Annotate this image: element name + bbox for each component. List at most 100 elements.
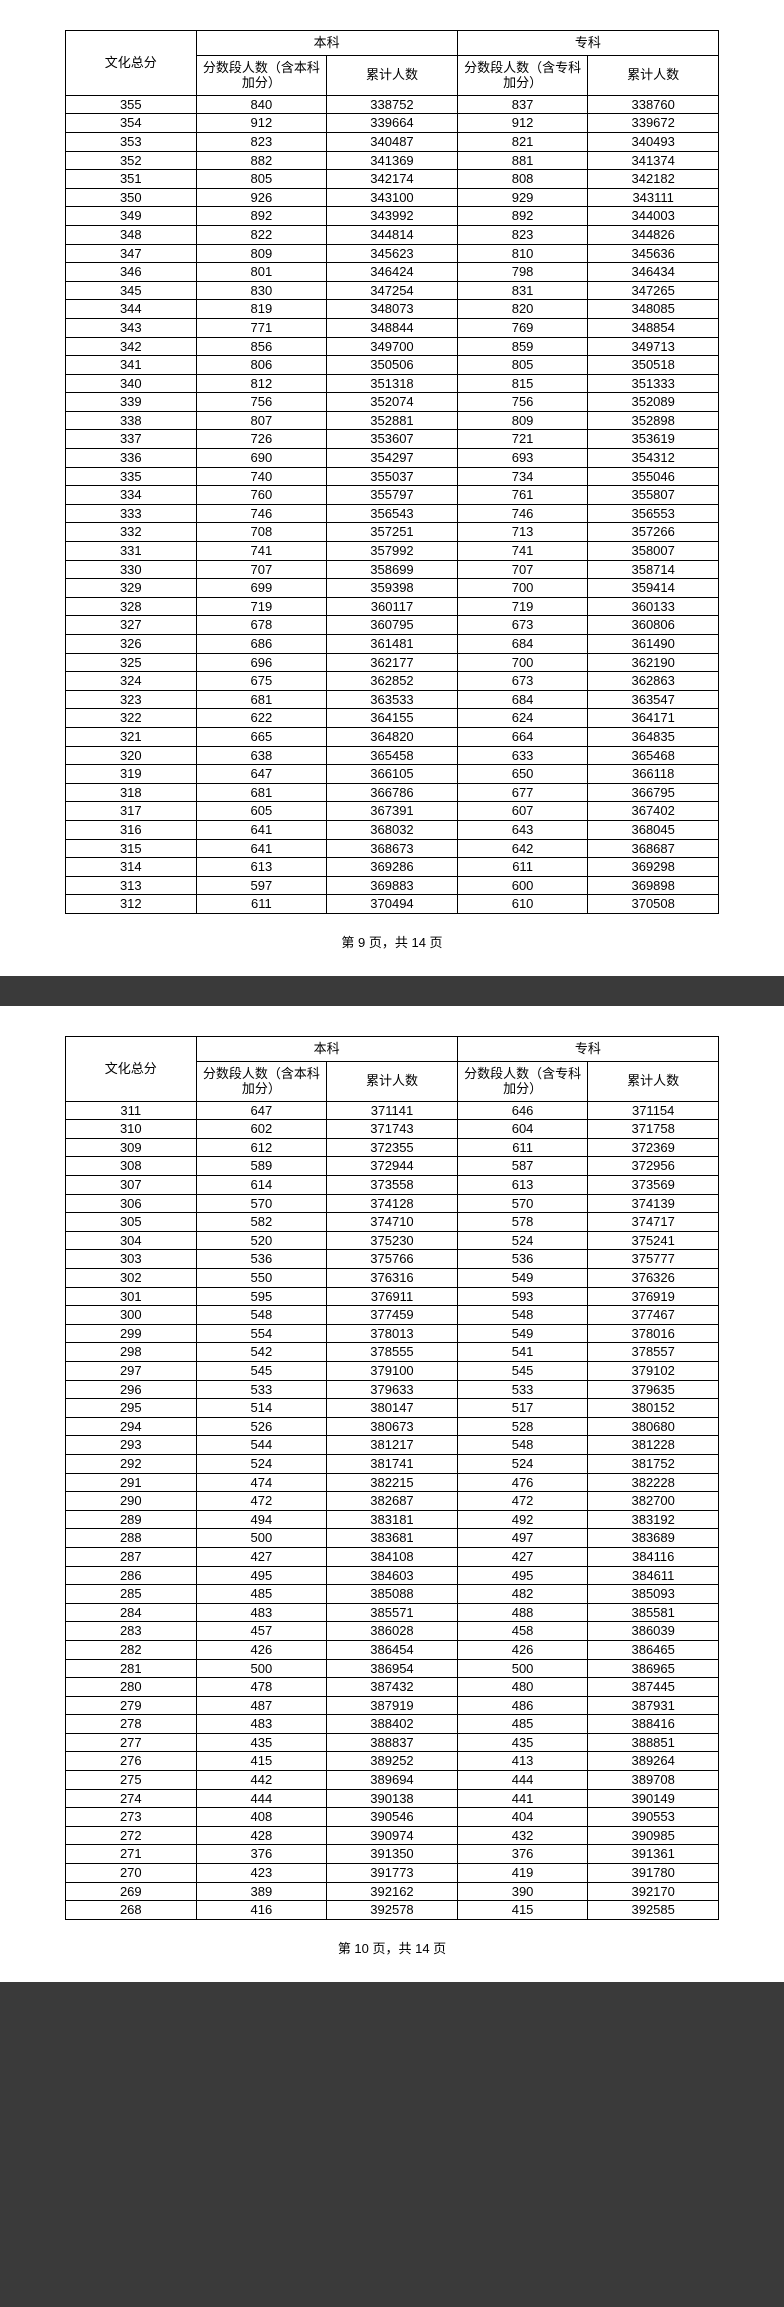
cell: 444 xyxy=(196,1789,327,1808)
cell: 385088 xyxy=(327,1585,458,1604)
cell: 427 xyxy=(196,1547,327,1566)
cell: 354 xyxy=(66,114,197,133)
cell: 320 xyxy=(66,746,197,765)
cell: 298 xyxy=(66,1343,197,1362)
cell: 364820 xyxy=(327,727,458,746)
cell: 356543 xyxy=(327,504,458,523)
cell: 524 xyxy=(196,1454,327,1473)
cell: 340487 xyxy=(327,132,458,151)
cell: 375766 xyxy=(327,1250,458,1269)
header-zhuanke: 专科 xyxy=(457,1036,718,1061)
cell: 355 xyxy=(66,95,197,114)
cell: 301 xyxy=(66,1287,197,1306)
cell: 578 xyxy=(457,1213,588,1232)
table-row: 301595376911593376919 xyxy=(66,1287,719,1306)
table-row: 353823340487821340493 xyxy=(66,132,719,151)
cell: 293 xyxy=(66,1436,197,1455)
cell: 613 xyxy=(196,858,327,877)
cell: 809 xyxy=(196,244,327,263)
table-row: 328719360117719360133 xyxy=(66,597,719,616)
table-row: 279487387919486387931 xyxy=(66,1696,719,1715)
table-row: 272428390974432390985 xyxy=(66,1826,719,1845)
header-zhuanke-cum: 累计人数 xyxy=(588,1061,719,1101)
cell: 382687 xyxy=(327,1492,458,1511)
cell: 533 xyxy=(196,1380,327,1399)
cell: 582 xyxy=(196,1213,327,1232)
cell: 363533 xyxy=(327,690,458,709)
cell: 300 xyxy=(66,1306,197,1325)
cell: 351318 xyxy=(327,374,458,393)
cell: 837 xyxy=(457,95,588,114)
cell: 339 xyxy=(66,393,197,412)
cell: 624 xyxy=(457,709,588,728)
cell: 485 xyxy=(196,1585,327,1604)
table-row: 270423391773419391780 xyxy=(66,1864,719,1883)
cell: 806 xyxy=(196,356,327,375)
cell: 390546 xyxy=(327,1808,458,1827)
cell: 881 xyxy=(457,151,588,170)
cell: 318 xyxy=(66,783,197,802)
cell: 413 xyxy=(457,1752,588,1771)
cell: 607 xyxy=(457,802,588,821)
page-footer-10: 第 10 页，共 14 页 xyxy=(65,1920,719,1957)
cell: 536 xyxy=(457,1250,588,1269)
table-row: 355840338752837338760 xyxy=(66,95,719,114)
cell: 801 xyxy=(196,263,327,282)
cell: 741 xyxy=(457,542,588,561)
cell: 355046 xyxy=(588,467,719,486)
cell: 611 xyxy=(196,895,327,914)
table-row: 271376391350376391361 xyxy=(66,1845,719,1864)
cell: 360117 xyxy=(327,597,458,616)
cell: 286 xyxy=(66,1566,197,1585)
cell: 331 xyxy=(66,542,197,561)
cell: 404 xyxy=(457,1808,588,1827)
cell: 353 xyxy=(66,132,197,151)
header-benke: 本科 xyxy=(196,31,457,56)
cell: 276 xyxy=(66,1752,197,1771)
cell: 805 xyxy=(196,170,327,189)
table-row: 341806350506805350518 xyxy=(66,356,719,375)
cell: 378557 xyxy=(588,1343,719,1362)
cell: 798 xyxy=(457,263,588,282)
cell: 346434 xyxy=(588,263,719,282)
cell: 374128 xyxy=(327,1194,458,1213)
cell: 355037 xyxy=(327,467,458,486)
page-footer-9: 第 9 页，共 14 页 xyxy=(65,914,719,951)
cell: 315 xyxy=(66,839,197,858)
cell: 310 xyxy=(66,1120,197,1139)
cell: 349 xyxy=(66,207,197,226)
cell: 332 xyxy=(66,523,197,542)
cell: 378555 xyxy=(327,1343,458,1362)
cell: 524 xyxy=(457,1231,588,1250)
cell: 338760 xyxy=(588,95,719,114)
cell: 347 xyxy=(66,244,197,263)
table-row: 318681366786677366795 xyxy=(66,783,719,802)
cell: 823 xyxy=(457,225,588,244)
cell: 614 xyxy=(196,1176,327,1195)
table-row: 311647371141646371154 xyxy=(66,1101,719,1120)
cell: 597 xyxy=(196,876,327,895)
cell: 821 xyxy=(457,132,588,151)
table-row: 323681363533684363547 xyxy=(66,690,719,709)
cell: 304 xyxy=(66,1231,197,1250)
cell: 346 xyxy=(66,263,197,282)
cell: 600 xyxy=(457,876,588,895)
cell: 673 xyxy=(457,672,588,691)
cell: 435 xyxy=(457,1733,588,1752)
cell: 292 xyxy=(66,1454,197,1473)
cell: 392585 xyxy=(588,1901,719,1920)
cell: 389264 xyxy=(588,1752,719,1771)
cell: 756 xyxy=(457,393,588,412)
cell: 307 xyxy=(66,1176,197,1195)
cell: 892 xyxy=(196,207,327,226)
cell: 368687 xyxy=(588,839,719,858)
cell: 357266 xyxy=(588,523,719,542)
cell: 270 xyxy=(66,1864,197,1883)
table-row: 287427384108427384116 xyxy=(66,1547,719,1566)
cell: 696 xyxy=(196,653,327,672)
cell: 383681 xyxy=(327,1529,458,1548)
cell: 387931 xyxy=(588,1696,719,1715)
cell: 809 xyxy=(457,411,588,430)
cell: 708 xyxy=(196,523,327,542)
cell: 381752 xyxy=(588,1454,719,1473)
